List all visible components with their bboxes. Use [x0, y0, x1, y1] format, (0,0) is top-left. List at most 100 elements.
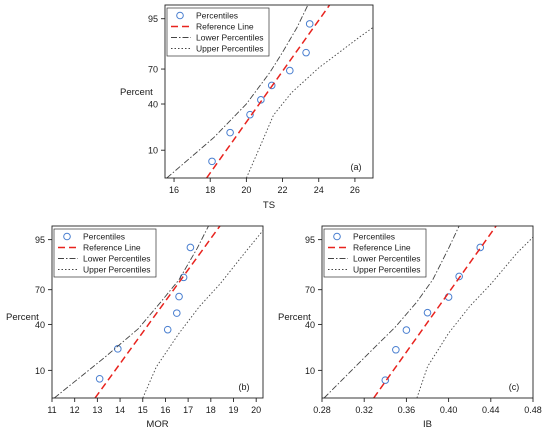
percentile-point: [381, 376, 390, 384]
y-axis-label: Percent: [6, 312, 39, 323]
lower-percentiles-line: [54, 226, 209, 398]
y-tick-label: 40: [148, 100, 158, 110]
x-tick-label: 22: [278, 185, 288, 195]
plot-frame: [164, 4, 374, 179]
plot-frame: [321, 225, 534, 399]
percentile-point: [257, 96, 265, 104]
legend-label: Percentiles: [83, 232, 125, 242]
percentile-point: [302, 48, 310, 57]
x-tick-label: 0.40: [440, 405, 458, 415]
percentile-point: [172, 309, 181, 317]
x-tick-label: 18: [205, 185, 215, 195]
percentile-point: [392, 345, 400, 354]
x-tick-label: 0.48: [524, 405, 542, 415]
legend-label: Lower Percentiles: [196, 33, 264, 43]
y-tick-label: 40: [35, 320, 45, 330]
x-tick-label: 24: [314, 185, 324, 195]
legend-label: Percentiles: [196, 11, 238, 21]
legend-marker-percentiles: [333, 232, 341, 241]
x-tick-label: 17: [183, 405, 193, 415]
legend-marker-percentiles: [176, 11, 184, 20]
x-tick-label: 18: [206, 405, 216, 415]
plot-area: [54, 226, 263, 398]
percentile-point: [423, 308, 432, 317]
x-axis-label: MOR: [146, 419, 168, 430]
percentile-point: [286, 66, 294, 75]
legend-marker-percentiles: [63, 232, 71, 241]
panel-a: 16 18 20 22 24 26 10 40 70 95 TS Percent (a) Percenti…: [120, 4, 374, 211]
lower-percentiles-line: [323, 226, 460, 398]
legend-label: Reference Line: [353, 243, 411, 253]
panel-label: (a): [351, 162, 362, 172]
x-tick-label: 0.32: [355, 405, 373, 415]
plot-area: [166, 5, 373, 178]
upper-percentiles-line: [142, 230, 263, 398]
panel-c: 0.28 0.32 0.36 0.40 0.44 0.48 10 40 70 95 IB Percen…: [278, 225, 542, 430]
x-tick-label: 20: [251, 405, 261, 415]
percentile-point: [246, 110, 254, 119]
plot-frame: [51, 225, 264, 399]
panel-label: (c): [509, 382, 520, 392]
reference-line-line: [205, 5, 331, 178]
y-tick-label: 10: [35, 366, 45, 376]
percentile-point: [226, 128, 234, 137]
x-tick-label: 20: [241, 185, 251, 195]
x-tick-label: 0.28: [313, 405, 331, 415]
percentile-point: [208, 157, 216, 166]
legend-label: Reference Line: [196, 22, 254, 32]
percentile-point: [267, 81, 276, 90]
reference-line-line: [94, 226, 221, 398]
reference-line-line: [373, 226, 497, 398]
x-axis-label: TS: [263, 200, 275, 211]
x-tick-label: 14: [115, 405, 125, 415]
y-axis-label: Percent: [120, 87, 153, 98]
x-tick-label: 16: [169, 185, 179, 195]
percentile-point: [476, 243, 485, 252]
x-tick-label: 13: [92, 405, 102, 415]
legend-label: Lower Percentiles: [353, 254, 421, 264]
y-tick-label: 70: [305, 285, 315, 295]
lower-percentiles-line: [166, 5, 309, 178]
legend-label: Percentiles: [353, 232, 395, 242]
legend-label: Upper Percentiles: [83, 265, 151, 275]
upper-percentiles-line: [416, 236, 533, 398]
x-axis-label: IB: [423, 419, 432, 430]
upper-percentiles-line: [245, 27, 373, 178]
legend-label: Lower Percentiles: [83, 254, 151, 264]
legend-box: [166, 7, 270, 57]
x-tick-label: 26: [350, 185, 360, 195]
panel-label: (b): [239, 382, 250, 392]
panel-b: 11 12 13 14 15 16 17 18 19 20 10 40 70 95 MOR Percent (b…: [6, 225, 264, 430]
y-axis-label: Percent: [278, 312, 311, 323]
y-tick-label: 95: [305, 235, 315, 245]
y-tick-label: 70: [35, 285, 45, 295]
plot-area: [323, 226, 533, 398]
percentile-point: [163, 325, 172, 334]
x-tick-label: 15: [138, 405, 148, 415]
x-tick-label: 16: [160, 405, 170, 415]
y-tick-label: 40: [305, 320, 315, 330]
percentile-point: [305, 20, 314, 28]
x-tick-label: 11: [47, 405, 56, 415]
x-tick-label: 0.36: [398, 405, 416, 415]
y-tick-label: 10: [148, 146, 158, 156]
legend-box: [53, 228, 157, 278]
legend-label: Reference Line: [83, 243, 141, 253]
x-tick-label: 19: [228, 405, 238, 415]
percentile-point: [402, 326, 411, 334]
x-tick-label: 12: [70, 405, 80, 415]
legend-label: Upper Percentiles: [353, 265, 421, 275]
y-tick-label: 95: [148, 14, 158, 24]
percentile-point: [95, 374, 104, 383]
percentile-point: [175, 292, 183, 301]
percentile-point: [186, 243, 195, 252]
y-tick-label: 10: [305, 366, 315, 376]
legend-box: [323, 228, 427, 278]
y-tick-label: 70: [148, 65, 158, 75]
x-tick-label: 0.44: [482, 405, 500, 415]
y-tick-label: 95: [35, 235, 45, 245]
